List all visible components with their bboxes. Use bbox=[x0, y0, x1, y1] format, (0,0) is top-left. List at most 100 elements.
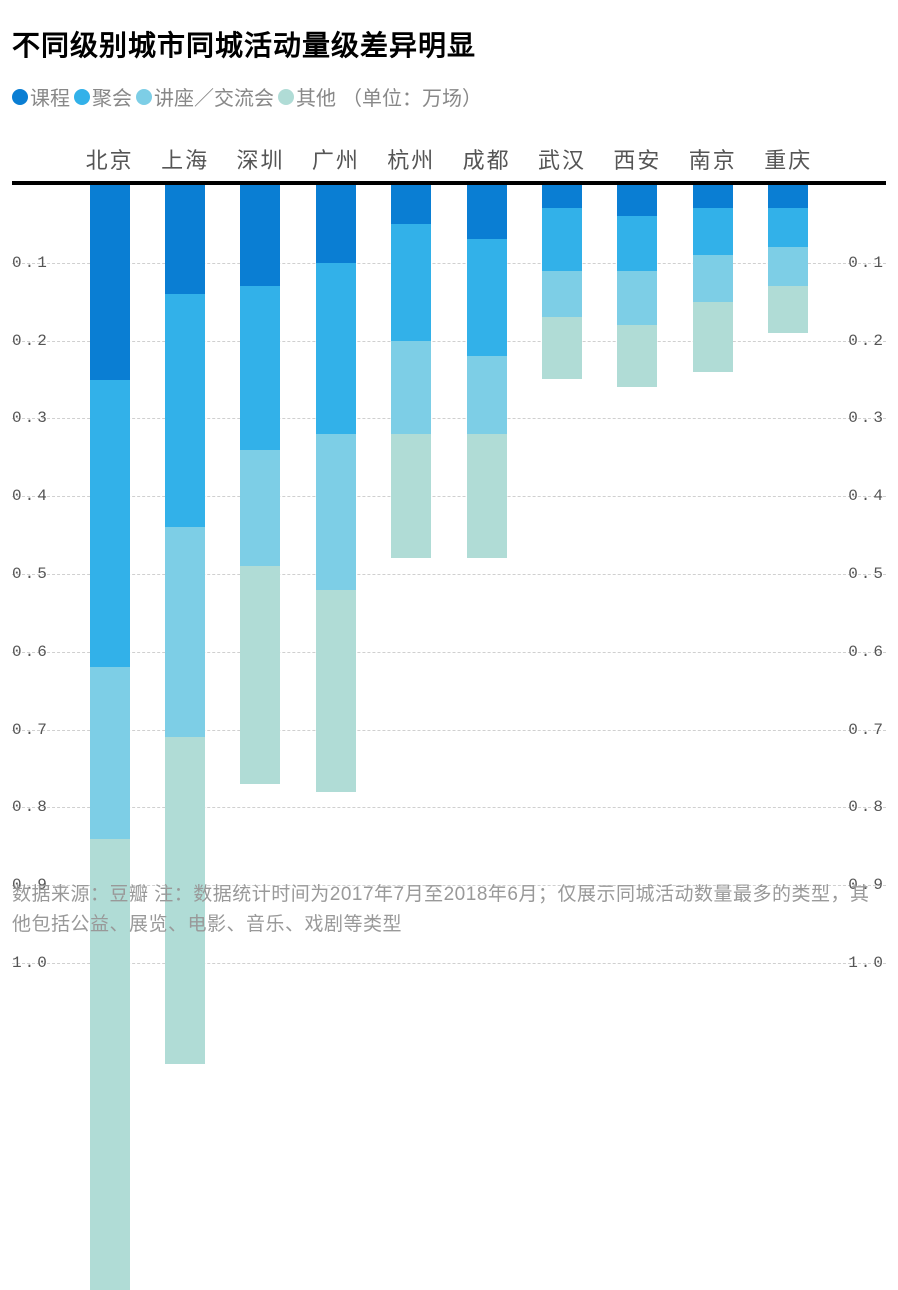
bar-column bbox=[160, 185, 210, 963]
footer-line1: 数据来源：豆瓣 注：数据统计时间为2017年7月至2018年6月；仅展示同城活动… bbox=[12, 884, 869, 905]
y-tick-right: 0.8 bbox=[848, 798, 886, 816]
legend-label-0: 课程 bbox=[30, 82, 70, 111]
bar-segment bbox=[165, 527, 205, 737]
bar-segment bbox=[316, 434, 356, 590]
bar-segment bbox=[693, 255, 733, 302]
bar-segment bbox=[391, 185, 431, 224]
legend-swatch-0 bbox=[12, 89, 28, 105]
legend-item-3: 其他 bbox=[278, 82, 336, 111]
bar-stack bbox=[316, 185, 356, 792]
bar-segment bbox=[165, 294, 205, 527]
bar-column bbox=[462, 185, 512, 963]
y-tick-left: 0.7 bbox=[12, 721, 50, 739]
bar-segment bbox=[90, 185, 130, 380]
bar-segment bbox=[316, 590, 356, 792]
y-tick-left: 0.8 bbox=[12, 798, 50, 816]
legend-swatch-1 bbox=[74, 89, 90, 105]
y-tick-left: 0.4 bbox=[12, 487, 50, 505]
bar-segment bbox=[467, 434, 507, 558]
bar-column bbox=[537, 185, 587, 963]
bar-segment bbox=[542, 185, 582, 208]
bar-column bbox=[688, 185, 738, 963]
city-label: 杭州 bbox=[386, 143, 436, 175]
bar-segment bbox=[693, 302, 733, 372]
bar-stack bbox=[768, 185, 808, 333]
bar-column bbox=[386, 185, 436, 963]
legend-swatch-2 bbox=[136, 89, 152, 105]
bar-stack bbox=[617, 185, 657, 387]
legend: 课程 聚会 讲座／交流会 其他 （单位：万场） bbox=[12, 82, 886, 111]
bar-segment bbox=[542, 271, 582, 318]
legend-swatch-3 bbox=[278, 89, 294, 105]
city-label: 深圳 bbox=[235, 143, 285, 175]
city-label: 北京 bbox=[85, 143, 135, 175]
y-tick-right: 0.1 bbox=[848, 254, 886, 272]
bar-segment bbox=[240, 185, 280, 286]
bar-segment bbox=[240, 566, 280, 784]
gridline bbox=[12, 963, 886, 964]
chart-area: 北京上海深圳广州杭州成都武汉西安南京重庆 0.1 0.1 0.2 0.2 0.3 0.3 0… bbox=[12, 143, 886, 963]
y-tick-left: 0.2 bbox=[12, 332, 50, 350]
bar-segment bbox=[467, 185, 507, 239]
city-label: 广州 bbox=[311, 143, 361, 175]
city-label: 上海 bbox=[160, 143, 210, 175]
legend-label-1: 聚会 bbox=[92, 82, 132, 111]
bar-segment bbox=[617, 271, 657, 325]
bar-segment bbox=[768, 185, 808, 208]
y-tick-right: 0.4 bbox=[848, 487, 886, 505]
bar-segment bbox=[693, 185, 733, 208]
y-tick-right: 0.7 bbox=[848, 721, 886, 739]
bar-stack bbox=[240, 185, 280, 784]
city-label: 成都 bbox=[462, 143, 512, 175]
y-tick-right: 0.3 bbox=[848, 409, 886, 427]
legend-label-3: 其他 bbox=[296, 82, 336, 111]
bar-stack bbox=[90, 185, 130, 1290]
y-tick-left: 0.6 bbox=[12, 643, 50, 661]
bar-segment bbox=[391, 434, 431, 558]
bar-column bbox=[85, 185, 135, 963]
bar-segment bbox=[542, 208, 582, 270]
footer-note: 数据来源：豆瓣 注：数据统计时间为2017年7月至2018年6月；仅展示同城活动… bbox=[12, 880, 886, 941]
bar-segment bbox=[617, 216, 657, 270]
legend-unit: （单位：万场） bbox=[342, 82, 482, 111]
bar-segment bbox=[391, 224, 431, 341]
city-label: 西安 bbox=[612, 143, 662, 175]
city-label: 南京 bbox=[688, 143, 738, 175]
bar-segment bbox=[90, 667, 130, 838]
bar-column bbox=[763, 185, 813, 963]
y-tick-left: 1.0 bbox=[12, 954, 50, 972]
bar-segment bbox=[240, 286, 280, 449]
city-labels-row: 北京上海深圳广州杭州成都武汉西安南京重庆 bbox=[12, 143, 886, 175]
bar-segment bbox=[90, 380, 130, 668]
bar-segment bbox=[768, 286, 808, 333]
y-tick-left: 0.3 bbox=[12, 409, 50, 427]
bar-segment bbox=[467, 239, 507, 356]
y-tick-right: 0.2 bbox=[848, 332, 886, 350]
bar-segment bbox=[768, 208, 808, 247]
bar-segment bbox=[768, 247, 808, 286]
bar-segment bbox=[391, 341, 431, 434]
y-tick-right: 0.6 bbox=[848, 643, 886, 661]
y-tick-right: 0.5 bbox=[848, 565, 886, 583]
bar-segment bbox=[693, 208, 733, 255]
bar-column bbox=[612, 185, 662, 963]
legend-label-2: 讲座／交流会 bbox=[154, 82, 274, 111]
bar-segment bbox=[467, 356, 507, 434]
chart-container: 不同级别城市同城活动量级差异明显 课程 聚会 讲座／交流会 其他 （单位：万场）… bbox=[0, 0, 898, 1134]
bar-segment bbox=[316, 185, 356, 263]
chart-title: 不同级别城市同城活动量级差异明显 bbox=[12, 24, 886, 64]
y-tick-left: 0.1 bbox=[12, 254, 50, 272]
bar-segment bbox=[542, 317, 582, 379]
bar-stack bbox=[391, 185, 431, 558]
bar-stack bbox=[693, 185, 733, 372]
bar-stack bbox=[542, 185, 582, 379]
bar-segment bbox=[316, 263, 356, 434]
legend-item-0: 课程 bbox=[12, 82, 70, 111]
city-label: 武汉 bbox=[537, 143, 587, 175]
bar-column bbox=[311, 185, 361, 963]
city-label: 重庆 bbox=[763, 143, 813, 175]
bar-segment bbox=[240, 450, 280, 567]
bar-segment bbox=[617, 325, 657, 387]
footer-line2: 他包括公益、展览、电影、音乐、戏剧等类型 bbox=[12, 914, 402, 935]
y-tick-right: 1.0 bbox=[848, 954, 886, 972]
